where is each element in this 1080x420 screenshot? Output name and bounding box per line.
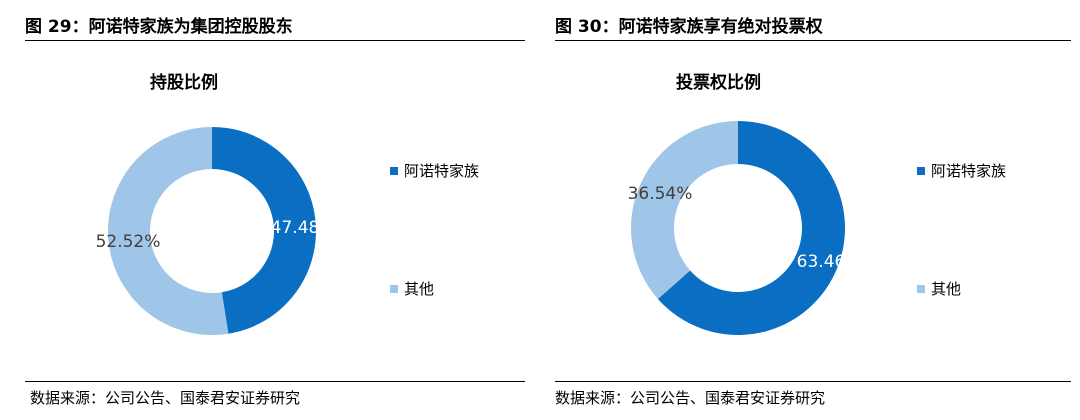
donut-slice-other [631,121,738,299]
source-divider [555,381,1071,382]
legend-item-arnault: 阿诺特家族 [390,160,479,181]
donut-chart: 63.46 36.54% [628,121,846,335]
legend-label: 其他 [931,280,962,298]
legend-item-other: 其他 [390,278,434,299]
donut-slice-other [108,127,229,335]
legend-label: 其他 [404,280,435,298]
legend-swatch [390,284,398,293]
title-divider [555,40,1071,41]
data-label-arnault: 47.48 [271,218,320,238]
chart-title: 持股比例 [150,73,218,93]
legend-swatch [917,284,925,293]
chart-title: 投票权比例 [676,73,761,93]
title-divider [25,40,525,41]
donut-slice-arnault [212,127,317,334]
legend-item-arnault: 阿诺特家族 [917,160,1006,181]
data-label-other: 36.54% [628,184,693,204]
data-label-other: 52.52% [96,232,161,252]
legend-swatch [390,166,398,175]
legend-label: 阿诺特家族 [931,162,1007,180]
donut-chart: 47.48 52.52% [95,127,320,335]
legend-label: 阿诺特家族 [404,162,480,180]
figure-30: 图 30：阿诺特家族享有绝对投票权 投票权比例 63.46 36.54% 阿诺特家… [553,0,1080,420]
source-note: 数据来源：公司公告、国泰君安证券研究 [555,389,826,407]
figure-29: 图 29：阿诺特家族为集团控股股东 持股比例 47.48 52.52% 阿诺特家族… [25,17,525,407]
figure-title: 图 30：阿诺特家族享有绝对投票权 [555,17,823,37]
data-label-arnault: 63.46 [797,252,846,272]
source-note: 数据来源：公司公告、国泰君安证券研究 [30,389,301,407]
figure-title: 图 29：阿诺特家族为集团控股股东 [25,17,293,37]
source-divider [25,381,525,382]
legend-swatch [917,166,925,175]
donut-slice-arnault [657,121,845,335]
legend-item-other: 其他 [917,278,961,299]
